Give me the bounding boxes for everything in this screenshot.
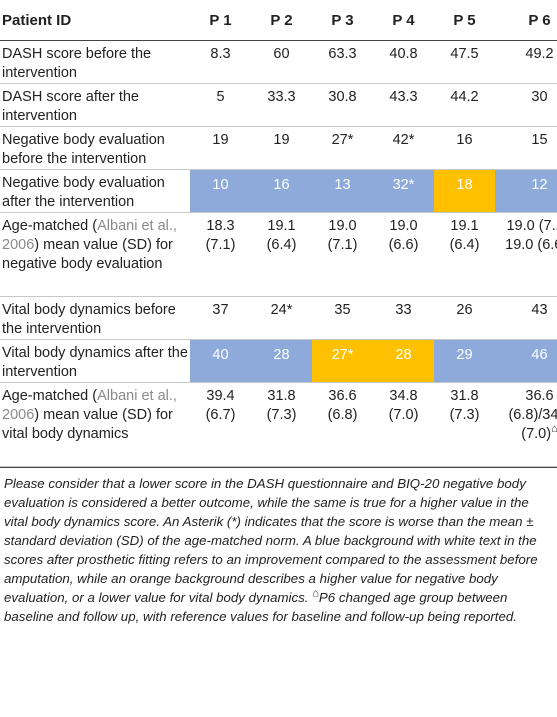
row-label: Age-matched (Albani et al., 2006) mean v… [0,382,190,467]
table-row: Negative body evaluation after the inter… [0,169,557,213]
table-footnote: Please consider that a lower score in th… [0,467,557,626]
cell-value: 18.3 (7.1) [190,212,251,297]
header-p4: P 4 [373,0,434,41]
cell-value: 19.1 (6.4) [251,212,312,297]
cell-value: 19 [251,126,312,170]
cell-value: 37 [190,296,251,340]
cell-value: 16 [434,126,495,170]
cell-value-improved: 28 [251,339,312,383]
row-label: DASH score before the intervention [0,40,190,84]
cell-value: 34.8 (7.0) [373,382,434,467]
cell-value: 33 [373,296,434,340]
cell-value: 60 [251,40,312,84]
cell-value-improved: 13 [312,169,373,213]
cell-value: 33.3 [251,83,312,127]
header-p5: P 5 [434,0,495,41]
cell-value-improved: 32* [373,169,434,213]
table-row: DASH score after the intervention 5 33.3… [0,83,557,127]
row-label: Negative body evaluation after the inter… [0,169,190,213]
table-row: Age-matched (Albani et al., 2006) mean v… [0,212,557,297]
cell-value-improved: 46 [495,339,557,383]
cell-value: 42* [373,126,434,170]
cell-value: 19 [190,126,251,170]
cell-value-improved: 10 [190,169,251,213]
cell-value: 24* [251,296,312,340]
house-symbol-icon: ⌂ [312,587,319,600]
header-p6: P 6 [495,0,557,41]
header-p3: P 3 [312,0,373,41]
patient-scores-table: Patient ID P 1 P 2 P 3 P 4 P 5 P 6 DASH … [0,0,557,467]
cell-value: 31.8 (7.3) [434,382,495,467]
cell-value: 63.3 [312,40,373,84]
cell-value: 49.2 [495,40,557,84]
cell-value-worse: 18 [434,169,495,213]
header-p1: P 1 [190,0,251,41]
cell-value: 5 [190,83,251,127]
cell-value-improved: 29 [434,339,495,383]
cell-value: 31.8 (7.3) [251,382,312,467]
cell-value: 19.0 (7.1)/ 19.0 (6.6)⌂ [495,212,557,297]
cell-value: 47.5 [434,40,495,84]
cell-value: 39.4 (6.7) [190,382,251,467]
cell-value: 19.0 (7.1) [312,212,373,297]
row-label: DASH score after the intervention [0,83,190,127]
header-p2: P 2 [251,0,312,41]
table-header-row: Patient ID P 1 P 2 P 3 P 4 P 5 P 6 [0,0,557,41]
cell-value: 15 [495,126,557,170]
cell-value: 43 [495,296,557,340]
cell-value: 43.3 [373,83,434,127]
cell-value-worse: 28 [373,339,434,383]
cell-value: 40.8 [373,40,434,84]
table-row: Vital body dynamics before the intervent… [0,296,557,340]
table-row: DASH score before the intervention 8.3 6… [0,40,557,84]
header-patient-id: Patient ID [0,0,190,41]
row-label: Negative body evaluation before the inte… [0,126,190,170]
cell-value: 30 [495,83,557,127]
row-label: Age-matched (Albani et al., 2006) mean v… [0,212,190,297]
cell-value-improved: 16 [251,169,312,213]
cell-value: 30.8 [312,83,373,127]
cell-value-improved: 12 [495,169,557,213]
cell-value: 8.3 [190,40,251,84]
table-row: Age-matched (Albani et al., 2006) mean v… [0,382,557,467]
cell-value: 19.1 (6.4) [434,212,495,297]
cell-value: 26 [434,296,495,340]
cell-value: 35 [312,296,373,340]
cell-value: 44.2 [434,83,495,127]
cell-value-worse: 27* [312,339,373,383]
cell-value-improved: 40 [190,339,251,383]
reference-link[interactable]: Albani et al., 2006 [2,218,177,253]
table-row: Vital body dynamics after the interventi… [0,339,557,383]
cell-value: 36.6 (6.8) [312,382,373,467]
row-label: Vital body dynamics after the interventi… [0,339,190,383]
cell-value: 27* [312,126,373,170]
cell-value: 36.6 (6.8)/34.8 (7.0)⌂ [495,382,557,467]
house-symbol-icon: ⌂ [551,423,557,436]
reference-link[interactable]: Albani et al., 2006 [2,388,177,423]
table-row: Negative body evaluation before the inte… [0,126,557,170]
row-label: Vital body dynamics before the intervent… [0,296,190,340]
cell-value: 19.0 (6.6) [373,212,434,297]
